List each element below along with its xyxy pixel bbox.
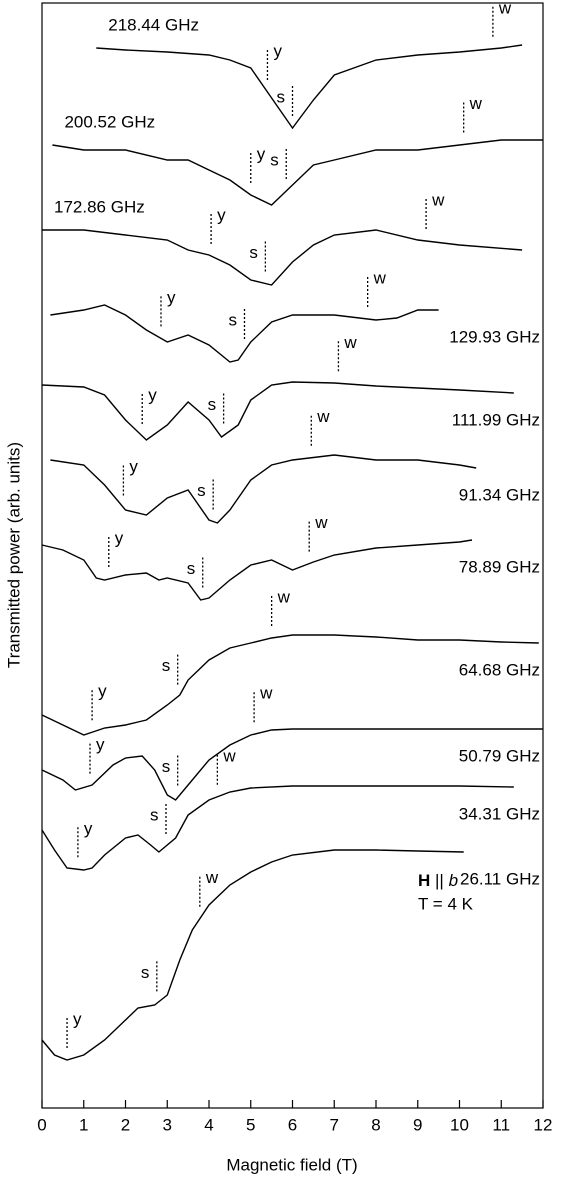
resonance-label: y — [73, 1009, 82, 1028]
x-tick-label: 4 — [204, 1115, 213, 1134]
frequency-label: 26.11 GHz — [460, 869, 540, 888]
resonance-label: w — [373, 268, 387, 287]
resonance-label: w — [277, 587, 291, 606]
resonance-label: w — [343, 333, 357, 352]
resonance-label: w — [431, 190, 445, 209]
relation: || — [435, 871, 444, 890]
spectrum-line — [50, 454, 477, 524]
y-axis-label: Transmitted power (arb. units) — [4, 442, 23, 668]
resonance-label: s — [141, 963, 150, 982]
resonance-label: s — [187, 559, 196, 578]
resonance-label: s — [270, 150, 279, 169]
frequency-label: 78.89 GHz — [459, 557, 540, 576]
resonance-label: s — [150, 806, 159, 825]
resonance-label: w — [314, 513, 328, 532]
axis: b — [449, 871, 458, 890]
resonance-label: y — [115, 528, 124, 547]
spectrum-line — [96, 44, 523, 130]
resonance-label: s — [208, 395, 217, 414]
spectrum-line — [41, 634, 539, 736]
resonance-label: y — [84, 819, 93, 838]
annotation-temperature: T = 4 K — [418, 894, 474, 913]
x-tick-label: 12 — [534, 1115, 553, 1134]
frequency-label: 34.31 GHz — [459, 804, 540, 823]
x-tick-label: 8 — [371, 1115, 380, 1134]
resonance-label: y — [167, 288, 176, 307]
spectrum-line — [42, 229, 523, 286]
spectrum-line — [52, 139, 543, 206]
x-tick-label: 7 — [330, 1115, 339, 1134]
x-tick-label: 0 — [37, 1115, 46, 1134]
resonance-label: s — [162, 757, 171, 776]
resonance-label: w — [469, 94, 483, 113]
resonance-label: s — [162, 656, 171, 675]
spectrum-line — [41, 849, 464, 1061]
spectrum-line — [41, 728, 543, 801]
resonance-label: y — [129, 457, 138, 476]
resonance-label: y — [148, 385, 157, 404]
x-tick-label: 6 — [288, 1115, 297, 1134]
x-tick-label: 9 — [413, 1115, 422, 1134]
resonance-label: w — [259, 684, 273, 703]
resonance-label: s — [249, 243, 257, 262]
frequency-label: 172.86 GHz — [54, 197, 145, 216]
resonance-label: w — [498, 0, 512, 17]
field: H — [418, 871, 430, 890]
frequency-label: 111.99 GHz — [452, 410, 540, 429]
frequency-label: 129.93 GHz — [449, 327, 540, 346]
resonance-label: w — [205, 868, 219, 887]
x-tick-label: 10 — [450, 1115, 469, 1134]
resonance-label: y — [257, 144, 266, 163]
frequency-label: 200.52 GHz — [64, 112, 155, 131]
annotation-field: H || b — [418, 871, 458, 890]
resonance-label: s — [228, 310, 237, 329]
spectrum-line — [50, 304, 439, 363]
resonance-label: y — [96, 735, 105, 754]
x-tick-label: 5 — [246, 1115, 255, 1134]
spectrum-line — [41, 785, 514, 871]
spectrum-line — [41, 381, 514, 441]
frequency-label: 50.79 GHz — [459, 746, 540, 765]
x-tick-label: 11 — [492, 1115, 510, 1134]
resonance-label: s — [197, 481, 206, 500]
spectrum-line — [41, 539, 473, 601]
x-tick-label: 1 — [79, 1115, 88, 1134]
resonance-label: s — [277, 87, 286, 106]
frequency-label: 91.34 GHz — [459, 485, 540, 504]
resonance-label: w — [222, 746, 236, 765]
x-tick-label: 3 — [163, 1115, 172, 1134]
resonance-label: w — [316, 407, 330, 426]
frequency-label: 218.44 GHz — [108, 15, 199, 34]
x-axis-label: Magnetic field (T) — [226, 1155, 357, 1174]
frequency-label: 64.68 GHz — [459, 660, 540, 679]
plot-frame — [41, 2, 544, 1109]
resonance-label: y — [217, 205, 226, 224]
resonance-label: y — [98, 682, 107, 701]
resonance-label: y — [273, 41, 282, 60]
x-tick-label: 2 — [121, 1115, 130, 1134]
